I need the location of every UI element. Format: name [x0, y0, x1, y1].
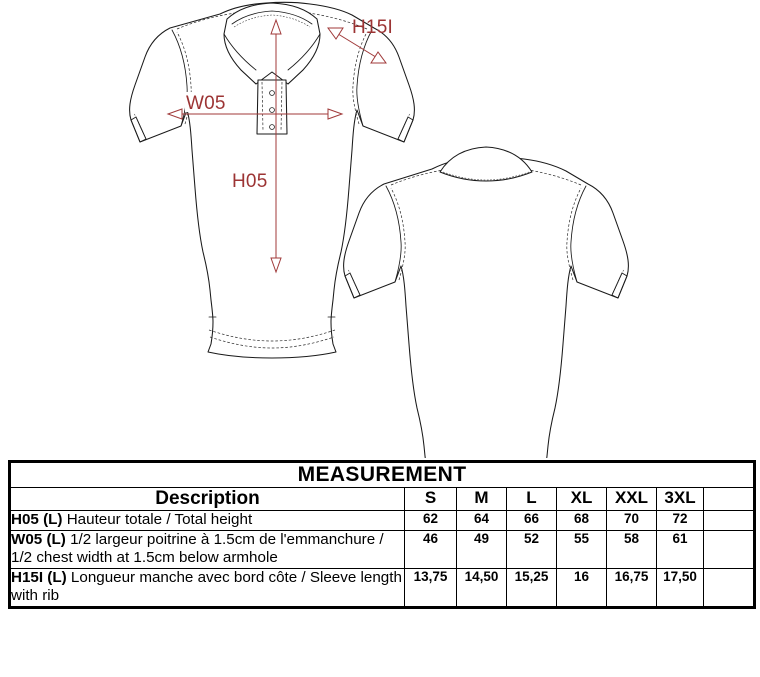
- value-w05-m: 49: [456, 529, 507, 569]
- value-w05-s: 46: [404, 529, 457, 569]
- h15i-label: H15I: [352, 17, 393, 38]
- value-w05-l: 52: [506, 529, 557, 569]
- back-right-armhole-stitch: [566, 187, 582, 281]
- value-h15i-xl: 16: [556, 567, 607, 608]
- value-w05-blank: [702, 529, 756, 569]
- column-header-3xl: 3XL: [656, 487, 704, 511]
- row-description-h15i: H15I (L) Longueur manche avec bord côte …: [9, 567, 405, 608]
- column-header-xxl: XXL: [606, 487, 657, 511]
- measurement-table-container: MEASUREMENT Description S M L XL XXL 3XL…: [8, 460, 757, 609]
- back-left-armhole-stitch: [390, 187, 406, 281]
- w05-arrow-left: [166, 108, 183, 120]
- technical-drawing-area: H05 W05 H15I: [129, 1, 629, 458]
- w05-label: W05: [186, 93, 226, 114]
- front-right-armhole-seam: [356, 29, 373, 127]
- value-h05-3xl: 72: [656, 510, 704, 531]
- measurement-table: MEASUREMENT Description S M L XL XXL 3XL…: [8, 460, 757, 609]
- table-row: H15I (L) Longueur manche avec bord côte …: [9, 567, 756, 608]
- back-left-armhole-seam: [385, 185, 402, 283]
- back-right-armhole-seam: [570, 185, 587, 283]
- row-text-w05: 1/2 largeur poitrine à 1.5cm de l'emmanc…: [11, 530, 384, 567]
- dimension-h05: H05: [232, 18, 282, 274]
- row-text-h05: Hauteur totale / Total height: [62, 511, 253, 528]
- w05-arrow-right: [327, 108, 344, 120]
- row-description-w05: W05 (L) 1/2 largeur poitrine à 1.5cm de …: [9, 529, 405, 569]
- value-h15i-m: 14,50: [456, 567, 507, 608]
- front-hem-stitch-upper: [208, 329, 336, 342]
- column-header-m: M: [456, 487, 507, 511]
- front-left-cuff-stitch: [133, 112, 144, 134]
- front-polo-shirt: [129, 1, 415, 359]
- table-row: W05 (L) 1/2 largeur poitrine à 1.5cm de …: [9, 529, 756, 569]
- front-placket-stitch-right: [280, 81, 283, 132]
- front-right-shoulder-stitch: [308, 12, 368, 30]
- front-button-1: [269, 90, 275, 96]
- front-body-outline: [129, 1, 415, 359]
- h05-arrow-bottom: [270, 257, 282, 274]
- value-w05-3xl: 61: [656, 529, 704, 569]
- value-h05-xl: 68: [556, 510, 607, 531]
- value-w05-xxl: 58: [606, 529, 657, 569]
- dimension-w05: W05: [166, 92, 344, 120]
- front-placket-stitch-left: [261, 81, 264, 132]
- back-collar-stitch: [442, 171, 530, 181]
- front-collar-left-point: [240, 69, 257, 85]
- column-header-l: L: [506, 487, 557, 511]
- back-body-outline: [343, 156, 629, 458]
- front-placket: [256, 79, 288, 135]
- w05-label-bg: [185, 92, 243, 112]
- back-right-cuff-stitch: [614, 268, 625, 290]
- row-text-h15i: Longueur manche avec bord côte / Sleeve …: [11, 568, 402, 605]
- front-button-3: [269, 124, 275, 130]
- front-left-armhole-stitch: [176, 31, 192, 125]
- dimension-h15i: H15I: [327, 17, 393, 64]
- row-code-h05: H05 (L): [11, 511, 63, 528]
- back-polo-shirt: [343, 146, 629, 458]
- front-collar-inner-edge: [231, 10, 313, 25]
- h15i-arrow-start: [327, 27, 344, 40]
- value-h15i-s: 13,75: [404, 567, 457, 608]
- front-left-shoulder-stitch: [176, 12, 236, 30]
- h05-arrow-top: [270, 18, 282, 35]
- value-h15i-3xl: 17,50: [656, 567, 704, 608]
- front-collar-left-fold: [223, 33, 257, 71]
- measurement-title: MEASUREMENT: [8, 461, 756, 488]
- value-h05-s: 62: [404, 510, 457, 531]
- value-h05-blank: [702, 510, 756, 531]
- back-collar: [439, 146, 533, 182]
- column-header-description: Description: [9, 487, 405, 511]
- front-collar-right-fold: [287, 33, 321, 71]
- row-code-h15i: H15I (L): [11, 568, 67, 586]
- row-description-h05: H05 (L) Hauteur totale / Total height: [9, 510, 405, 531]
- column-header-xl: XL: [556, 487, 607, 511]
- value-h15i-l: 15,25: [506, 567, 557, 608]
- front-collar-right-point: [287, 69, 304, 85]
- front-collar: [223, 2, 321, 85]
- value-w05-xl: 55: [556, 529, 607, 569]
- front-hem-stitch-lower: [209, 336, 335, 349]
- table-row: H05 (L) Hauteur totale / Total height 62…: [9, 510, 756, 531]
- table-title-row: MEASUREMENT: [8, 461, 756, 488]
- back-left-cuff-stitch: [347, 268, 358, 290]
- value-h05-xxl: 70: [606, 510, 657, 531]
- value-h15i-blank: [702, 567, 756, 608]
- front-right-cuff-stitch: [400, 112, 411, 134]
- h05-label: H05: [232, 171, 267, 192]
- value-h05-m: 64: [456, 510, 507, 531]
- column-header-s: S: [404, 487, 457, 511]
- column-header-blank: [702, 487, 756, 511]
- table-header-row: Description S M L XL XXL 3XL: [9, 487, 756, 511]
- row-code-w05: W05 (L): [11, 530, 66, 548]
- front-right-armhole-stitch: [352, 31, 368, 125]
- h15i-arrow-end: [370, 51, 387, 64]
- value-h15i-xxl: 16,75: [606, 567, 657, 608]
- front-button-2: [269, 107, 275, 113]
- value-h05-l: 66: [506, 510, 557, 531]
